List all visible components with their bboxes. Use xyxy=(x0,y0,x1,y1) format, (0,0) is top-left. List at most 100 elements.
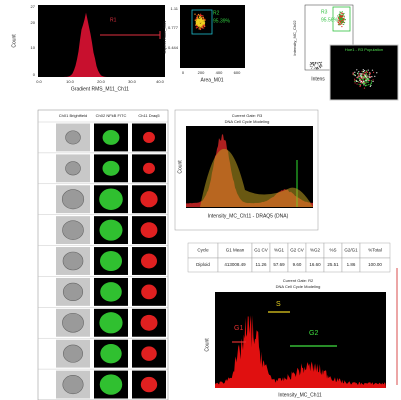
gate-percent: 95.56% xyxy=(321,17,339,23)
point xyxy=(362,82,364,84)
point xyxy=(337,15,339,17)
point xyxy=(356,69,358,71)
point xyxy=(359,73,361,75)
scatter-points xyxy=(194,13,206,31)
point xyxy=(340,21,343,23)
brightfield-blob xyxy=(62,251,84,271)
x-tick-label: 40.0 xyxy=(156,79,165,84)
brightfield-blob xyxy=(65,161,81,176)
point xyxy=(366,75,368,78)
point xyxy=(364,71,366,73)
point xyxy=(374,75,376,77)
point xyxy=(340,15,342,17)
phase-label: G1 xyxy=(234,325,243,332)
draq5-blob xyxy=(140,222,158,238)
x-tick-label: 0 xyxy=(182,70,185,75)
fitc-blob xyxy=(100,282,122,302)
x-axis-label: Intensity_MC_Ch11 - DRAQ5 (DNA) xyxy=(208,213,289,219)
histogram-plot xyxy=(38,5,165,77)
point xyxy=(367,81,369,83)
point xyxy=(196,19,199,22)
point xyxy=(315,63,317,65)
point xyxy=(199,28,202,30)
fitc-blob xyxy=(102,130,120,145)
point xyxy=(310,65,312,67)
point xyxy=(317,67,319,69)
point xyxy=(195,22,198,24)
data-text: 100.00 xyxy=(368,262,382,267)
phase-label: S xyxy=(276,301,281,308)
point xyxy=(338,16,341,18)
point xyxy=(202,15,204,17)
point xyxy=(204,19,206,21)
point xyxy=(360,79,362,81)
point xyxy=(200,26,203,28)
draq5-blob xyxy=(141,346,157,361)
point xyxy=(356,83,358,85)
point xyxy=(363,87,366,89)
x-tick-label: 30.0 xyxy=(128,79,137,84)
data-text: 16.60 xyxy=(309,262,321,267)
point xyxy=(202,16,205,19)
point xyxy=(360,76,362,79)
point xyxy=(339,17,341,19)
point xyxy=(199,18,201,20)
point xyxy=(359,85,361,87)
point xyxy=(369,84,372,86)
brightfield-blob xyxy=(62,282,84,301)
scatter-plot xyxy=(180,5,245,68)
point xyxy=(195,18,198,20)
header-text: %Total xyxy=(368,248,382,253)
point xyxy=(341,25,343,28)
data-text: 25.51 xyxy=(327,262,339,267)
brightfield-blob xyxy=(62,312,84,333)
fitc-blob xyxy=(99,188,123,210)
point xyxy=(367,69,369,71)
brightfield-blob xyxy=(65,130,81,145)
point xyxy=(317,62,319,64)
point xyxy=(318,65,320,67)
point xyxy=(196,16,199,18)
inset-plot xyxy=(329,44,399,101)
point xyxy=(313,62,315,64)
point xyxy=(320,62,322,64)
scatter-points xyxy=(309,11,346,70)
point xyxy=(318,61,320,63)
point xyxy=(198,21,200,24)
draq5-blob xyxy=(140,253,158,269)
point xyxy=(362,69,364,71)
x-tick-label: 600 xyxy=(234,70,241,75)
point xyxy=(354,79,356,81)
point xyxy=(359,81,362,83)
point xyxy=(363,77,365,80)
point xyxy=(376,72,378,74)
point xyxy=(339,21,341,23)
point xyxy=(310,67,312,69)
y-axis-label: Aspect Ratio_M01 xyxy=(162,20,167,53)
column-header: Ch02 NFkB FITC xyxy=(96,113,127,118)
point xyxy=(338,19,340,21)
point xyxy=(372,71,375,73)
brightfield-blob xyxy=(63,344,83,363)
y-tick-label: 10 xyxy=(31,45,36,50)
point xyxy=(200,14,203,17)
x-tick-label: 10.0 xyxy=(66,79,75,84)
point xyxy=(313,64,315,66)
point xyxy=(354,71,356,73)
point xyxy=(360,83,362,85)
y-axis-label: Count xyxy=(11,34,17,48)
point xyxy=(313,63,315,65)
point xyxy=(342,14,344,16)
gate-label: R1 xyxy=(110,17,117,23)
point xyxy=(320,66,322,68)
draq5-blob xyxy=(140,191,158,208)
point xyxy=(339,22,341,24)
statistics-table: Cycle Diploid G1 Mean 413008.49 G1 CV 11.26 %G… xyxy=(187,242,391,273)
point xyxy=(358,83,360,85)
point xyxy=(311,66,313,68)
point xyxy=(362,80,365,82)
point xyxy=(360,77,362,80)
point xyxy=(203,25,206,28)
point xyxy=(341,11,343,13)
header-text: G1 CV xyxy=(254,248,268,253)
